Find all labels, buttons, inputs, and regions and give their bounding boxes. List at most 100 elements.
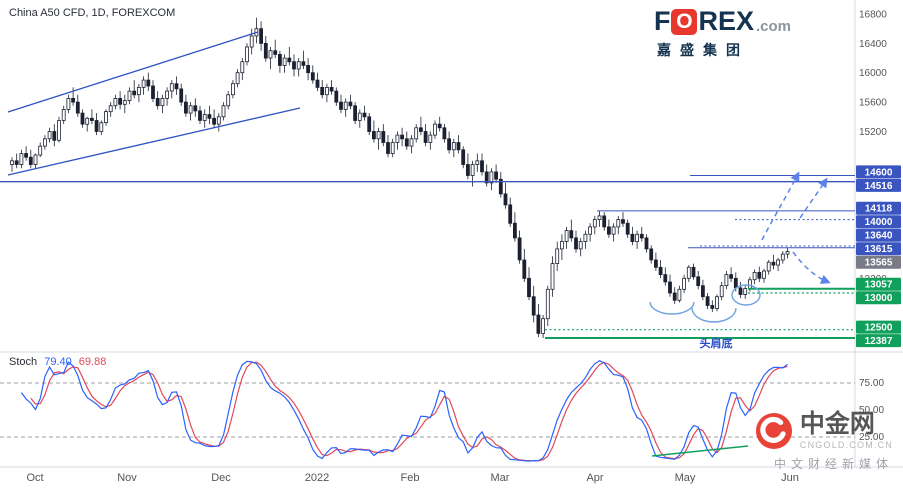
price-badge: 12500 [856, 320, 901, 334]
candle-body [470, 164, 475, 176]
candle-body [489, 171, 494, 184]
channel-trendline[interactable] [7, 107, 301, 176]
pattern-arc[interactable] [691, 307, 737, 323]
candle [691, 263, 696, 280]
price-badge-bg [856, 201, 901, 215]
time-axis-label[interactable]: Oct [26, 472, 43, 484]
channel-trendline[interactable] [7, 31, 259, 113]
candle-body [404, 138, 409, 147]
candle-body [494, 171, 499, 180]
candle-body [550, 263, 555, 290]
time-axis-label[interactable]: Nov [117, 472, 137, 484]
forex-letters-rex: REX [698, 6, 754, 36]
candle-body [498, 178, 503, 195]
candle [654, 252, 658, 271]
candle [762, 268, 766, 283]
candle-body [188, 105, 193, 114]
candle [183, 94, 188, 117]
candle [47, 127, 52, 143]
pattern-circle[interactable] [731, 284, 761, 306]
candle-body [315, 79, 320, 88]
candle [639, 226, 644, 242]
candle-body [240, 61, 245, 74]
candle-body [583, 233, 588, 243]
projection-arrow[interactable] [792, 251, 831, 284]
price-badge-bg [856, 334, 901, 348]
candle [259, 21, 264, 51]
candle [409, 135, 414, 154]
candle-body [616, 219, 621, 228]
candle-body [85, 117, 90, 125]
candle [202, 109, 207, 128]
candle-body [292, 61, 296, 70]
cngold-watermark: 中金网 CNGOLD.COM.CN 中文财经新媒体 [755, 412, 893, 472]
candle [75, 94, 80, 117]
time-axis-label[interactable]: Dec [211, 472, 231, 484]
candle [771, 254, 776, 270]
candle-body [465, 164, 470, 176]
time-axis-label[interactable]: 2022 [305, 472, 329, 484]
candle [132, 80, 137, 99]
stoch-d-value: 69.88 [78, 356, 107, 368]
candle [470, 160, 475, 187]
candle [324, 83, 329, 103]
stoch-trendline[interactable] [651, 445, 749, 457]
candle-body [780, 253, 785, 261]
symbol-legend[interactable]: China A50 CFD, 1D, FOREXCOM [9, 7, 176, 19]
candle-body [43, 138, 47, 147]
candle [766, 260, 771, 275]
candle-body [475, 160, 480, 165]
time-axis-label[interactable]: Feb [401, 472, 420, 484]
candle-body [766, 261, 771, 272]
candle-body [682, 277, 686, 290]
candle-body [691, 266, 696, 278]
candle-body [517, 237, 522, 261]
candle-body [329, 87, 334, 92]
candle-body [339, 101, 343, 110]
candle [390, 138, 395, 158]
candle [113, 94, 118, 110]
candle-body [113, 98, 118, 107]
time-axis-label[interactable]: Jun [781, 472, 799, 484]
candle-body [357, 112, 362, 121]
candle-body [334, 90, 339, 103]
candle [268, 47, 273, 70]
candle [404, 131, 409, 150]
candle-body [705, 296, 710, 306]
candle [277, 50, 282, 73]
stoch-legend[interactable]: Stoch 79.40 69.88 [9, 356, 106, 368]
candle-body [569, 230, 574, 239]
candle [122, 94, 127, 114]
candle [677, 285, 682, 303]
candle [451, 138, 456, 158]
candle-body [75, 101, 80, 114]
candle-body [456, 142, 461, 151]
candle-body [24, 153, 29, 158]
pattern-arc[interactable] [649, 301, 695, 315]
candle [371, 120, 376, 143]
candle [498, 171, 503, 198]
price-badge-label: 14516 [865, 181, 893, 192]
projection-arrow[interactable] [799, 177, 828, 219]
candle [282, 54, 287, 73]
candle-body [273, 50, 278, 55]
time-axis-label[interactable]: May [675, 472, 696, 484]
candle-body [57, 120, 61, 141]
time-axis-label[interactable]: Apr [586, 472, 603, 484]
candle-body [169, 83, 174, 92]
candle [174, 76, 179, 95]
candle [564, 226, 569, 249]
candle [743, 285, 748, 299]
candle [682, 274, 686, 293]
candle [99, 120, 104, 136]
time-axis-label[interactable]: Mar [491, 472, 510, 484]
candle [90, 109, 94, 125]
forex-chinese-name: 嘉盛集团 [656, 42, 749, 58]
candle [141, 76, 146, 95]
candle-body [433, 123, 437, 136]
candle-body [371, 131, 376, 140]
projection-arrow[interactable] [761, 171, 800, 241]
candle [38, 142, 43, 158]
candle-body [362, 112, 367, 118]
